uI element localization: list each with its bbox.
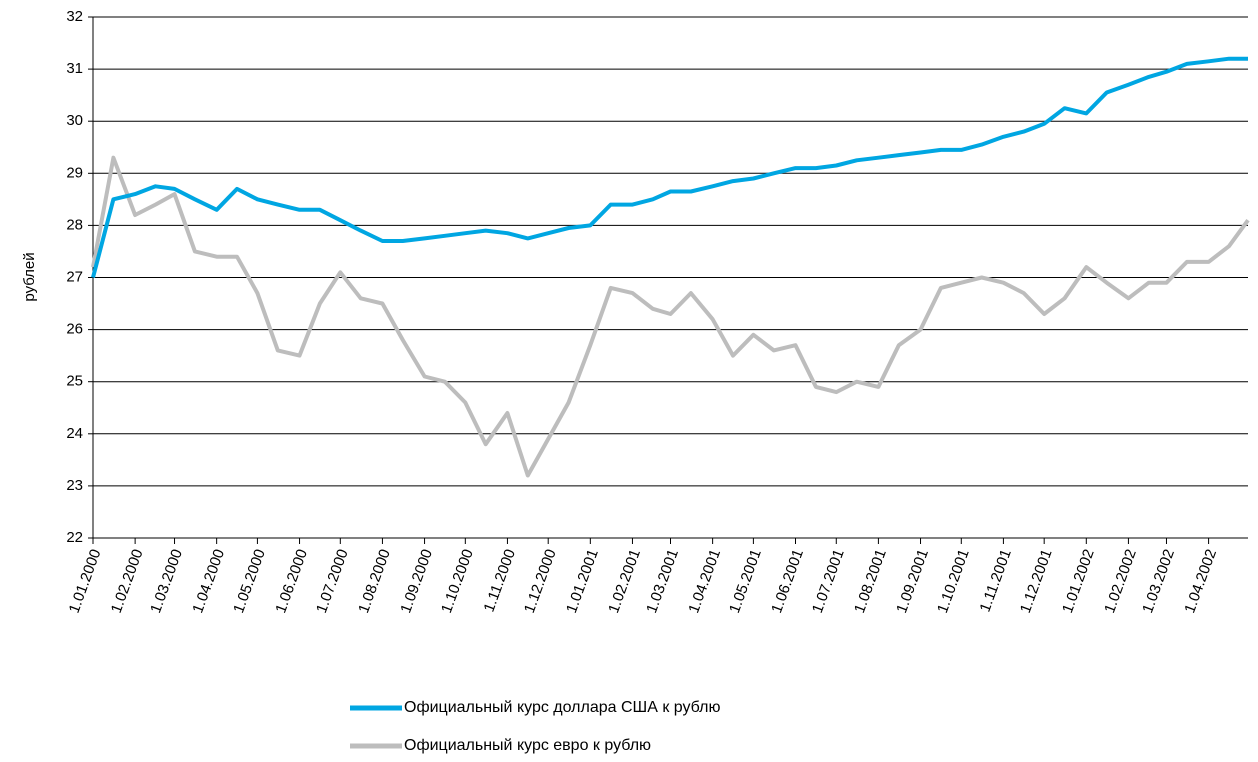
x-tick-label: 1.09.2000 [397, 547, 436, 616]
y-tick-label: 31 [66, 60, 83, 77]
x-tick-label: 1.12.2000 [521, 547, 560, 616]
x-tick-label: 1.10.2001 [934, 547, 973, 616]
y-tick-label: 24 [66, 425, 83, 442]
y-tick-label: 29 [66, 164, 83, 181]
series-line [91, 155, 1250, 478]
y-tick-label: 26 [66, 321, 83, 338]
x-tick-label: 1.02.2002 [1101, 547, 1140, 616]
x-tick-label: 1.03.2002 [1139, 547, 1178, 616]
x-tick-label: 1.01.2001 [563, 547, 602, 616]
x-tick-label: 1.07.2000 [313, 547, 352, 616]
x-tick-label: 1.11.2001 [976, 547, 1014, 614]
x-tick-label: 1.04.2000 [189, 547, 228, 616]
x-tick-label: 1.06.2000 [272, 547, 311, 616]
x-tick-label: 1.04.2002 [1181, 547, 1220, 616]
series-line [91, 56, 1248, 279]
x-tick-label: 1.01.2002 [1059, 547, 1098, 616]
legend-label: Официальный курс евро к рублю [404, 737, 651, 754]
x-tick-label: 1.05.2001 [726, 547, 765, 616]
x-tick-label: 1.08.2001 [851, 547, 890, 616]
x-tick-label: 1.07.2001 [809, 547, 848, 616]
y-tick-label: 28 [66, 216, 83, 233]
x-tick-label: 1.08.2000 [355, 547, 394, 616]
y-tick-label: 27 [66, 268, 83, 285]
legend-label: Официальный курс доллара США к рублю [404, 699, 720, 716]
x-tick-label: 1.06.2001 [768, 547, 807, 616]
y-tick-label: 25 [66, 373, 83, 390]
x-tick-label: 1.10.2000 [438, 547, 477, 616]
x-tick-label: 1.03.2000 [147, 547, 186, 616]
x-tick-label: 1.01.2000 [66, 547, 105, 616]
x-tick-label: 1.02.2001 [605, 547, 644, 616]
x-tick-label: 1.05.2000 [230, 547, 269, 616]
y-axis-label: рублей [21, 252, 38, 301]
x-tick-label: 1.03.2001 [643, 547, 682, 616]
x-tick-label: 1.09.2001 [893, 547, 932, 616]
x-tick-label: 1.12.2001 [1017, 547, 1056, 616]
y-tick-label: 32 [66, 8, 83, 25]
x-tick-label: 1.04.2001 [685, 547, 724, 616]
y-tick-label: 22 [66, 529, 83, 546]
x-tick-label: 1.02.2000 [108, 547, 147, 616]
y-tick-label: 23 [66, 477, 83, 494]
x-tick-label: 1.11.2000 [481, 547, 519, 614]
y-tick-label: 30 [66, 112, 83, 129]
